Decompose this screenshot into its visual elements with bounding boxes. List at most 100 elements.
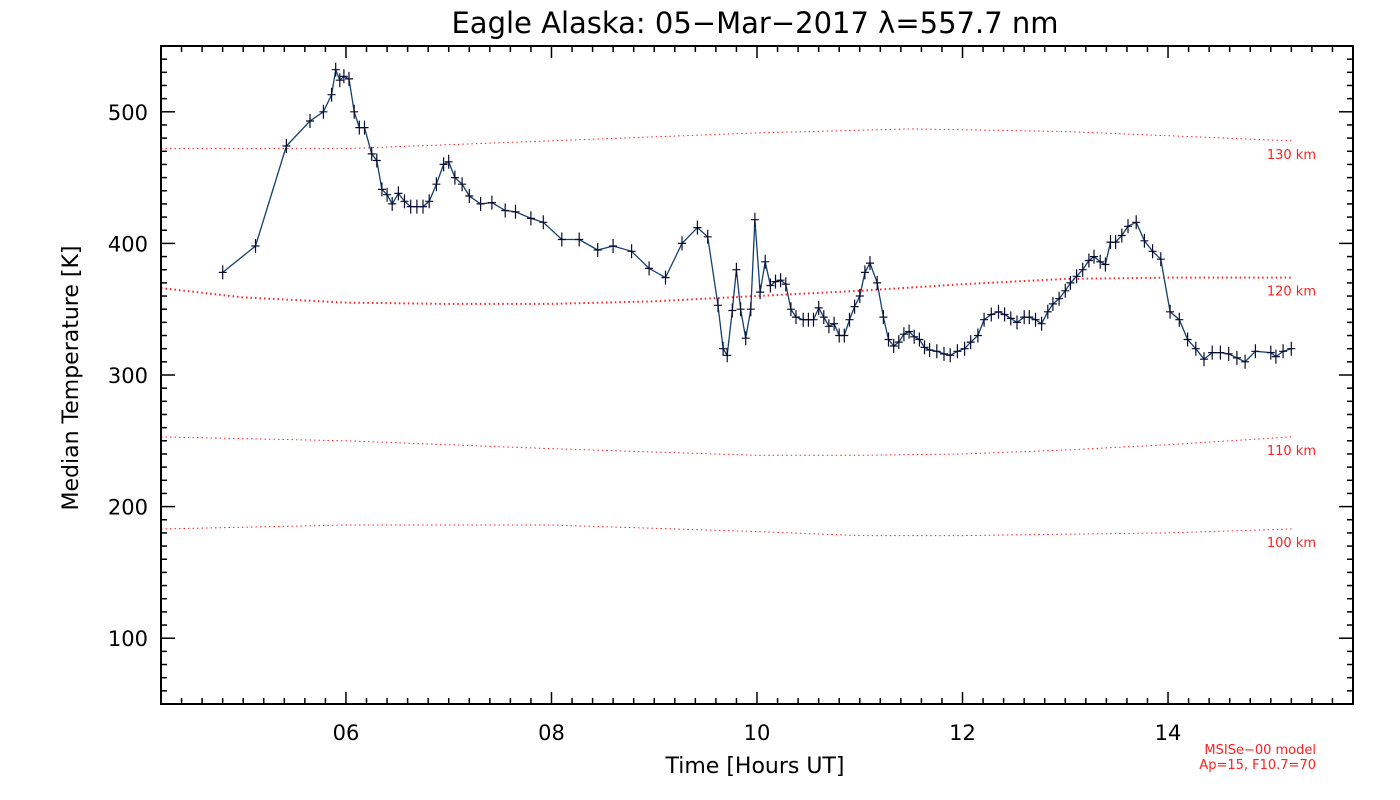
data-point xyxy=(432,177,441,192)
data-point xyxy=(327,87,336,102)
model-curves: 130 km 120 km 110 km 100 km xyxy=(160,128,1316,551)
model-curve-label: 110 km xyxy=(1267,444,1316,459)
data-point xyxy=(1148,244,1157,259)
data-point xyxy=(1096,254,1105,269)
data-point xyxy=(1271,349,1280,364)
data-point xyxy=(345,71,353,86)
data-point xyxy=(501,203,510,218)
data-point xyxy=(850,299,859,314)
data-point xyxy=(465,189,474,203)
data-point xyxy=(987,307,996,322)
data-point xyxy=(889,339,898,353)
data-point xyxy=(1124,219,1132,234)
data-point xyxy=(1013,315,1021,330)
data-point xyxy=(1055,291,1064,306)
data-point xyxy=(809,312,818,327)
data-point xyxy=(1061,283,1070,298)
data-point xyxy=(1101,257,1110,272)
data-point xyxy=(1072,269,1081,284)
data-point xyxy=(1006,311,1015,326)
data-point xyxy=(736,302,745,317)
data-point xyxy=(860,265,869,280)
x-tick-label: 06 xyxy=(333,721,360,745)
data-point xyxy=(723,348,732,363)
data-point xyxy=(1140,233,1149,248)
x-tick-label: 08 xyxy=(538,721,565,745)
data-point xyxy=(1066,275,1075,290)
data-point xyxy=(306,114,314,128)
data-point xyxy=(394,186,403,201)
data-point xyxy=(894,335,903,350)
data-point xyxy=(1200,352,1208,367)
data-point xyxy=(766,278,775,293)
data-point xyxy=(339,69,348,84)
data-point xyxy=(487,195,496,210)
data-point xyxy=(388,196,397,211)
y-axis-label: Median Temperature [K] xyxy=(59,246,84,511)
data-point xyxy=(728,303,737,318)
data-point xyxy=(1191,341,1200,356)
y-tick-label: 400 xyxy=(108,232,148,256)
data-point xyxy=(786,302,795,317)
model-curve xyxy=(160,276,1292,305)
data-point xyxy=(1156,252,1165,267)
data-point xyxy=(980,312,989,327)
data-point xyxy=(439,157,448,172)
x-tick-label: 12 xyxy=(949,721,976,745)
data-point xyxy=(819,310,828,325)
data-point xyxy=(905,324,914,339)
data-point xyxy=(1132,215,1141,230)
data-point xyxy=(866,256,874,271)
data-point xyxy=(953,344,962,359)
y-tick-label: 100 xyxy=(108,627,148,651)
data-point xyxy=(1279,344,1288,359)
data-point xyxy=(1078,262,1087,277)
model-curve xyxy=(160,524,1292,537)
data-point xyxy=(946,348,955,363)
data-point xyxy=(879,310,888,325)
data-point xyxy=(1241,354,1250,369)
data-point xyxy=(1111,235,1120,250)
data-point xyxy=(845,312,854,327)
data-point xyxy=(873,275,882,290)
data-point xyxy=(557,232,566,247)
x-axis-label: Time [Hours UT] xyxy=(665,754,845,779)
data-point xyxy=(1232,350,1241,365)
data-point xyxy=(593,243,602,257)
data-point xyxy=(776,273,785,288)
model-annotation-line1: MSISe−00 model xyxy=(1204,743,1316,758)
data-point xyxy=(855,289,864,303)
data-point xyxy=(367,146,376,161)
plot-axes: 06 08 10 12 14 100 200 300 400 500 xyxy=(108,45,1354,745)
data-point xyxy=(360,120,369,135)
data-point xyxy=(719,341,728,356)
data-point xyxy=(476,196,485,211)
data-point xyxy=(756,285,765,300)
data-point xyxy=(781,277,790,292)
data-point xyxy=(425,194,434,209)
data-point xyxy=(824,319,833,334)
data-point xyxy=(792,310,800,325)
data-point xyxy=(1037,316,1046,331)
y-tick-label: 300 xyxy=(108,364,148,388)
plot-frame xyxy=(160,45,1354,705)
data-point xyxy=(915,332,924,347)
data-point xyxy=(1048,296,1057,311)
data-point xyxy=(966,335,975,350)
model-curve-label: 130 km xyxy=(1267,148,1316,163)
data-point xyxy=(1031,312,1040,327)
data-point xyxy=(1208,345,1217,360)
model-curve-label: 100 km xyxy=(1267,536,1316,551)
data-point xyxy=(750,212,759,227)
data-point xyxy=(1000,307,1009,322)
data-point xyxy=(732,262,741,277)
data-point xyxy=(335,73,344,88)
data-point xyxy=(973,328,982,343)
model-curve xyxy=(161,128,1292,150)
data-point xyxy=(830,316,839,331)
data-point xyxy=(884,332,893,347)
data-point xyxy=(331,62,340,77)
model-annotation-line2: Ap=15, F10.7=70 xyxy=(1199,758,1316,773)
data-point xyxy=(771,274,780,289)
